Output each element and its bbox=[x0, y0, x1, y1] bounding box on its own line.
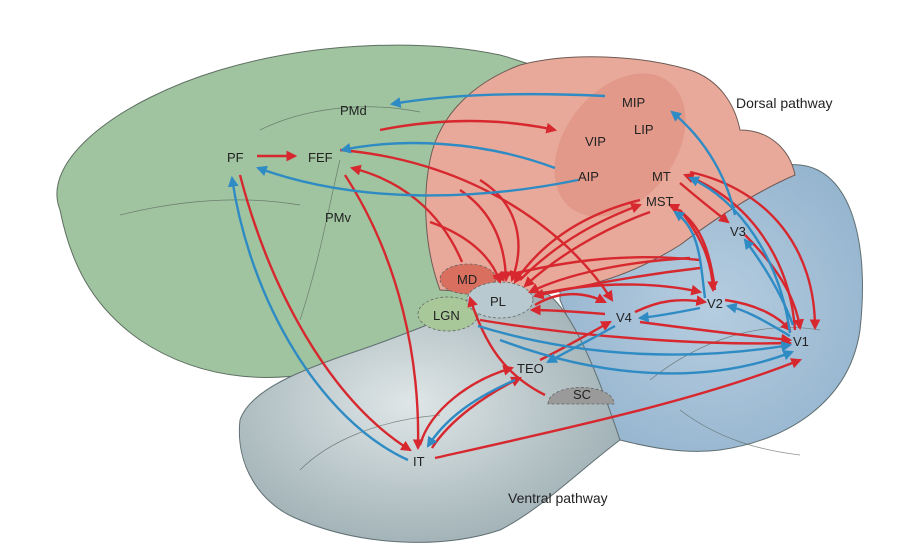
label-ventral-pathway: Ventral pathway bbox=[508, 490, 608, 506]
area-labels: Dorsal pathway Ventral pathway PMd PMv P… bbox=[227, 95, 833, 506]
blue-arrow-it-to-pf bbox=[227, 175, 409, 462]
red-arrow-aip-to-pl-a bbox=[459, 189, 512, 283]
red-arrow-v4-to-v1 bbox=[639, 320, 793, 345]
label-pmd: PMd bbox=[340, 103, 367, 118]
blue-arrow-v3-to-mip bbox=[670, 110, 737, 216]
red-arrow-pl-to-mst bbox=[519, 202, 643, 281]
label-teo: TEO bbox=[517, 361, 544, 376]
lgn-region bbox=[417, 296, 479, 332]
red-arrow-v2-to-mst bbox=[668, 203, 717, 291]
parietal-highlight bbox=[554, 73, 686, 217]
label-lip: LIP bbox=[634, 122, 654, 137]
red-arrow-it-to-teo bbox=[418, 365, 515, 446]
red-arrow-v4-to-v2 bbox=[634, 295, 708, 314]
red-arrow-pmd-to-mip bbox=[379, 119, 558, 134]
blue-arrow-aip-to-pf bbox=[255, 165, 579, 197]
label-pmv: PMv bbox=[325, 210, 352, 225]
label-v1: V1 bbox=[793, 334, 809, 349]
blue-arrow-v4-to-teo bbox=[546, 324, 616, 364]
label-v2: V2 bbox=[707, 296, 723, 311]
brain-regions bbox=[56, 44, 863, 543]
label-lgn: LGN bbox=[433, 308, 460, 323]
red-arrow-v1-to-mt bbox=[682, 173, 797, 331]
red-arrow-mst-to-v2 bbox=[679, 209, 719, 293]
red-arrow-aip-to-pl-b bbox=[479, 178, 521, 283]
label-mt: MT bbox=[652, 169, 671, 184]
red-arrow-mt-to-v3 bbox=[679, 182, 730, 224]
blue-arrow-vip-to-fef bbox=[339, 141, 556, 170]
blue-arrow-teo-to-it bbox=[426, 378, 516, 448]
label-it: IT bbox=[413, 454, 425, 469]
blue-arrow-lgn-to-v1 bbox=[477, 324, 793, 356]
red-arrow-pf-to-it bbox=[238, 174, 412, 452]
label-mst: MST bbox=[646, 194, 674, 209]
blue-arrow-v2-to-mst bbox=[673, 210, 707, 299]
red-arrow-pl-to-v2 bbox=[534, 283, 703, 297]
red-arrow-mst-to-pl-a bbox=[513, 198, 641, 284]
red-arrow-v1-to-md bbox=[492, 256, 701, 282]
red-arrow-lgn-to-v1 bbox=[479, 318, 793, 349]
red-arrow-teo-to-md bbox=[467, 295, 546, 397]
label-md: MD bbox=[457, 272, 477, 287]
subcortical-regions bbox=[417, 263, 615, 405]
label-v3: V3 bbox=[730, 224, 746, 239]
red-arrow-mt-to-v1 bbox=[689, 170, 821, 331]
label-sc: SC bbox=[573, 387, 591, 402]
red-arrow-it-to-v1 bbox=[434, 358, 803, 460]
blue-arrow-v1-to-v3 bbox=[743, 238, 795, 326]
blue-arrow-mip-to-pmd bbox=[389, 92, 606, 108]
label-dorsal-pathway: Dorsal pathway bbox=[736, 95, 833, 111]
label-vip: VIP bbox=[585, 134, 606, 149]
blue-arrow-v2-to-v4 bbox=[637, 306, 701, 323]
red-arrow-fef-to-it bbox=[343, 174, 424, 451]
sc-region bbox=[547, 387, 615, 405]
label-pf: PF bbox=[227, 150, 244, 165]
label-v4: V4 bbox=[616, 310, 632, 325]
red-arrow-pl-to-v4 bbox=[534, 292, 607, 307]
label-fef: FEF bbox=[308, 150, 333, 165]
label-pl: PL bbox=[490, 294, 506, 309]
blue-arrow-v1-to-v2 bbox=[725, 302, 791, 338]
red-arrow-v4-to-pl bbox=[529, 304, 606, 316]
sulcus-lines bbox=[119, 106, 821, 471]
red-arrow-v2-to-pl bbox=[528, 256, 691, 294]
red-arrow-md-to-fef bbox=[349, 164, 464, 263]
blue-arrows bbox=[227, 92, 795, 462]
red-arrow-mst-to-pl-b bbox=[523, 210, 651, 288]
red-arrow-v2-to-v1 bbox=[724, 298, 792, 332]
label-aip: AIP bbox=[578, 169, 599, 184]
label-mip: MIP bbox=[622, 95, 645, 110]
blue-arrow-pl-to-v1 bbox=[499, 338, 795, 375]
